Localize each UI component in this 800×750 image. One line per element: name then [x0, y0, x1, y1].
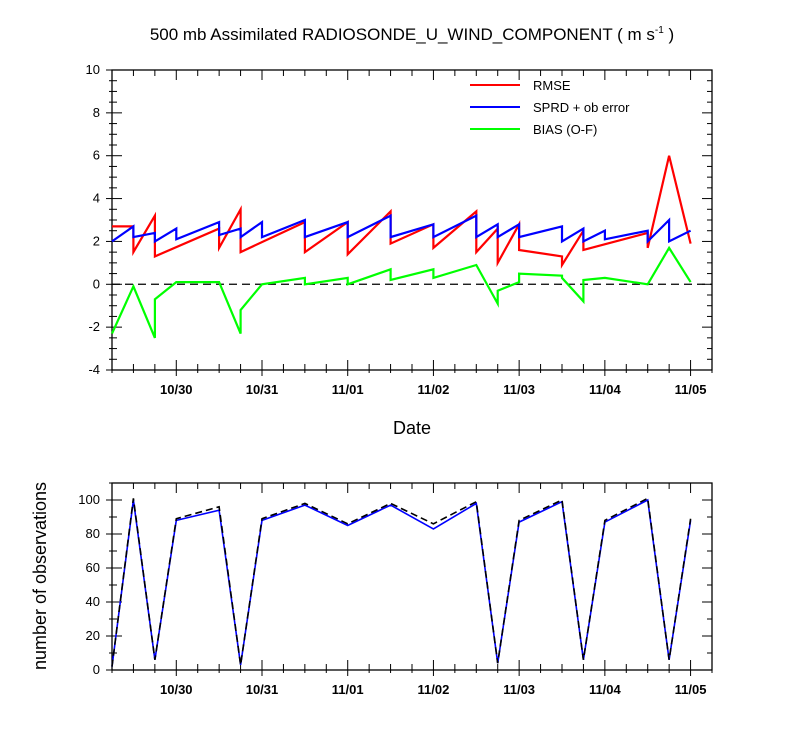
y-tick-label: 60 [86, 560, 100, 575]
legend-label: RMSE [533, 78, 571, 93]
x-tick-label: 11/01 [332, 382, 364, 397]
y-tick-label: 0 [93, 662, 100, 677]
top-plot-frame [111, 69, 713, 371]
y-tick-label: -2 [88, 319, 100, 334]
y-tick-label: 100 [78, 492, 100, 507]
y-tick-label: 80 [86, 526, 100, 541]
x-tick-label: 11/05 [675, 682, 707, 697]
legend-label: SPRD + ob error [533, 100, 630, 115]
legend: RMSE SPRD + ob error BIAS (O-F) [470, 78, 630, 137]
x-tick-label: 10/31 [246, 682, 279, 697]
y-axis-title-observations: number of observations [30, 482, 50, 670]
x-axis-title: Date [393, 418, 431, 438]
legend-label: BIAS (O-F) [533, 122, 597, 137]
x-tick-label: 11/01 [332, 682, 364, 697]
series-observations-possible [111, 497, 692, 667]
series-sprd-ob-error [111, 213, 692, 245]
series-observations-used [111, 498, 692, 667]
x-tick-label: 11/02 [418, 682, 450, 697]
x-tick-label: 11/03 [503, 682, 535, 697]
y-tick-label: 4 [93, 191, 100, 206]
x-tick-label: 11/04 [589, 682, 622, 697]
y-tick-label: 20 [86, 628, 100, 643]
series-bias-o-f [110, 245, 692, 339]
x-tick-label: 11/03 [503, 382, 535, 397]
x-tick-label: 10/30 [160, 682, 193, 697]
y-tick-label: 40 [86, 594, 100, 609]
y-tick-label: 8 [93, 105, 100, 120]
y-tick-label: 2 [93, 233, 100, 248]
y-tick-label: 0 [93, 276, 100, 291]
x-tick-label: 11/02 [418, 382, 450, 397]
x-tick-label: 11/05 [675, 382, 707, 397]
series-rmse [112, 155, 692, 269]
y-tick-label: 6 [93, 148, 100, 163]
x-tick-label: 10/31 [246, 382, 279, 397]
chart-title: 500 mb Assimilated RADIOSONDE_U_WIND_COM… [150, 25, 674, 44]
y-tick-label: -4 [88, 362, 100, 377]
x-tick-label: 11/04 [589, 382, 622, 397]
y-tick-label: 10 [86, 62, 100, 77]
x-tick-label: 10/30 [160, 382, 193, 397]
